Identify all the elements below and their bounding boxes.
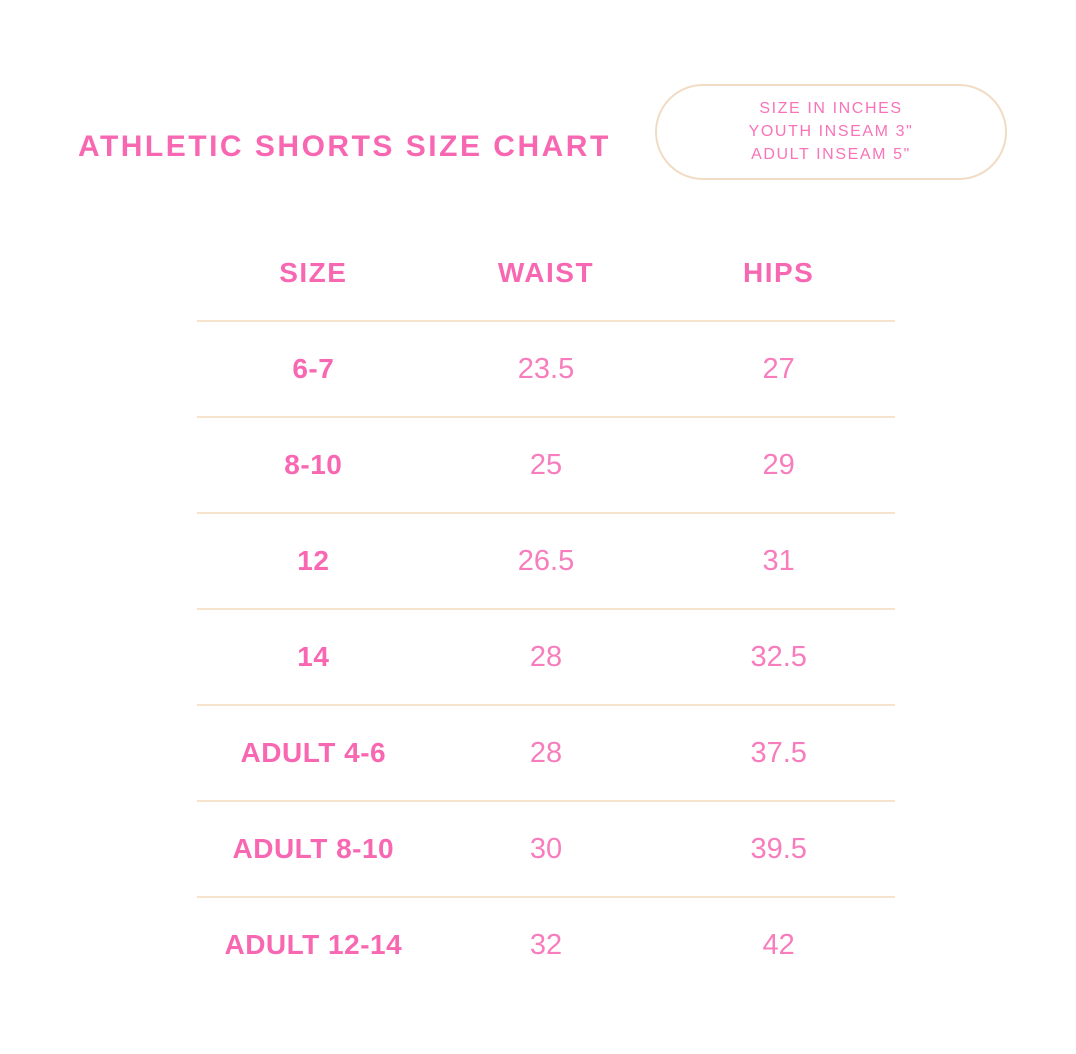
size-table: SIZE WAIST HIPS 6-7 23.5 27 8-10 25 29 1… [197, 226, 895, 992]
table-row: ADULT 8-10 30 39.5 [197, 802, 895, 898]
table-row: ADULT 4-6 28 37.5 [197, 706, 895, 802]
size-cell: ADULT 8-10 [232, 833, 395, 864]
badge-line-adult-inseam: ADULT INSEAM 5" [751, 146, 911, 163]
table-header-row: SIZE WAIST HIPS [197, 226, 895, 322]
hips-cell: 29 [762, 448, 795, 481]
badge-line-units: SIZE IN INCHES [759, 100, 903, 117]
waist-cell: 28 [529, 736, 563, 769]
waist-cell: 23.5 [517, 352, 575, 385]
column-header-hips: HIPS [742, 257, 815, 288]
table-row: 6-7 23.5 27 [197, 322, 895, 418]
table-row: 8-10 25 29 [197, 418, 895, 514]
waist-cell: 25 [529, 448, 563, 481]
table-row: 12 26.5 31 [197, 514, 895, 610]
hips-cell: 32.5 [750, 640, 807, 673]
size-cell: 6-7 [292, 353, 335, 384]
hips-cell: 31 [762, 544, 795, 577]
hips-cell: 42 [762, 928, 795, 961]
hips-cell: 39.5 [750, 832, 807, 865]
waist-cell: 28 [529, 640, 563, 673]
column-header-size: SIZE [279, 257, 348, 288]
size-cell: ADULT 4-6 [240, 737, 387, 768]
page-title: ATHLETIC SHORTS SIZE CHART [78, 130, 611, 164]
size-cell: 12 [297, 545, 330, 576]
waist-cell: 26.5 [517, 544, 575, 577]
table-row: ADULT 12-14 32 42 [197, 898, 895, 992]
table-row: 14 28 32.5 [197, 610, 895, 706]
hips-cell: 27 [762, 352, 795, 385]
size-cell: 14 [297, 641, 330, 672]
waist-cell: 32 [529, 928, 563, 961]
waist-cell: 30 [529, 832, 563, 865]
hips-cell: 37.5 [750, 736, 807, 769]
size-info-badge: SIZE IN INCHES YOUTH INSEAM 3" ADULT INS… [655, 84, 1007, 180]
column-header-waist: WAIST [497, 257, 595, 288]
size-cell: ADULT 12-14 [224, 929, 403, 960]
badge-line-youth-inseam: YOUTH INSEAM 3" [748, 123, 914, 140]
size-cell: 8-10 [284, 449, 343, 480]
